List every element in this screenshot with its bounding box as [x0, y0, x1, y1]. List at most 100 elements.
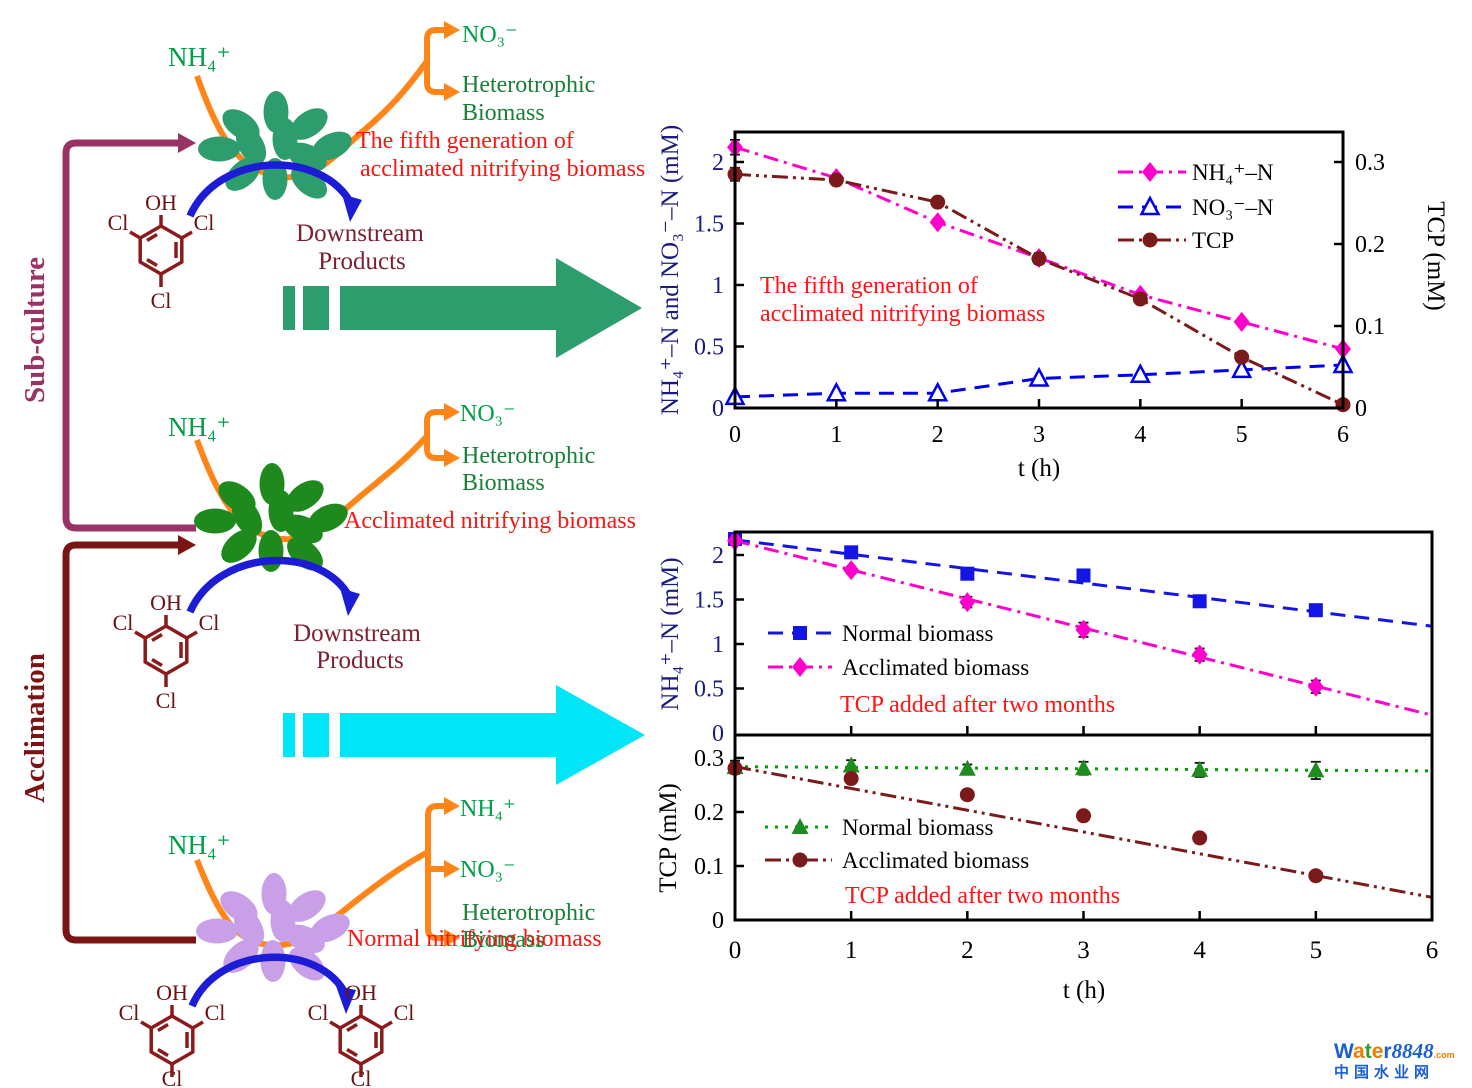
heterotrophic-label-line2: Biomass — [462, 470, 545, 496]
marker-triangle — [1075, 759, 1092, 776]
cl-label: Cl — [351, 1066, 372, 1088]
arrowhead-icon — [444, 797, 460, 815]
substrate-label: NH₄⁺ — [168, 42, 231, 72]
downstream-label-line2: Products — [316, 647, 404, 674]
y-tick-label: 0.2 — [694, 800, 724, 826]
legend-label: Acclimated biomass — [842, 848, 1029, 873]
chart-legend: Normal biomass Acclimated biomass — [765, 815, 1029, 873]
marker-triangle — [1191, 760, 1209, 777]
logo-word: Water — [1334, 1040, 1392, 1063]
y-tick-label: 1 — [712, 273, 724, 299]
y-tick-label: 1 — [712, 632, 724, 658]
x-tick-label: 1 — [845, 937, 858, 964]
y2-axis-title: TCP (mM) — [1422, 201, 1449, 311]
y-tick-label: 1.5 — [694, 588, 724, 614]
heterotrophic-label-line2: Biomass — [462, 100, 545, 126]
marker-triangle-open — [1129, 363, 1151, 384]
y2-tick-label: 0.3 — [1355, 150, 1385, 176]
arrowhead-icon — [444, 21, 460, 39]
x-tick-label: 0 — [729, 422, 741, 448]
marker-triangle — [791, 818, 809, 834]
subculture-progress-arrow — [283, 258, 642, 358]
acclimation-progress-arrow — [283, 685, 645, 785]
downstream-label-line1: Downstream — [293, 620, 421, 647]
cl-label: Cl — [113, 610, 134, 635]
logo-tagline: 中国水业网 — [1334, 1064, 1435, 1082]
y-axis-title: TCP (mM) — [655, 783, 682, 893]
legend-label: Normal biomass — [842, 621, 993, 646]
chart-annotation: acclimated nitrifying biomass — [760, 301, 1045, 327]
marker-circle — [1192, 830, 1208, 846]
marker-diamond — [1142, 162, 1158, 182]
x-tick-label: 2 — [961, 937, 974, 964]
marker-circle — [1132, 291, 1148, 307]
logo-domain-suffix: .com — [1433, 1050, 1455, 1060]
oh-label: OH — [150, 590, 182, 615]
x-tick-label: 3 — [1033, 422, 1045, 448]
cl-label: Cl — [194, 210, 215, 235]
tcp-molecule-labels: OH Cl Cl Cl — [113, 590, 220, 713]
y-tick-label: 0.1 — [694, 854, 724, 880]
water8848-logo: Water8848.com 中国水业网 — [1334, 1040, 1466, 1081]
cl-label: Cl — [151, 288, 172, 313]
arrowhead-icon — [444, 929, 460, 947]
chart-legend: Normal biomass Acclimated biomass — [768, 621, 1029, 680]
marker-square — [793, 626, 807, 640]
chart-fifth-generation: 0 0.5 1 1.5 2 0 0.1 0.2 0.3 0 1 2 3 4 5 6 NH₄⁺–N and NO₃… — [657, 125, 1449, 482]
marker-circle — [1076, 808, 1091, 824]
y-tick-label: 0.5 — [694, 335, 724, 361]
x-axis-title: t (h) — [1018, 455, 1060, 482]
marker-circle — [1234, 349, 1250, 365]
marker-diamond — [929, 212, 946, 233]
marker-square — [1076, 568, 1091, 583]
tcp-molecule-labels: OH Cl Cl Cl — [108, 190, 215, 313]
arrowhead-icon — [336, 986, 356, 1014]
acclimation-arrow — [62, 535, 196, 944]
y-tick-label: 0.3 — [694, 746, 724, 772]
oh-label: OH — [345, 980, 377, 1005]
x-tick-label: 4 — [1134, 422, 1146, 448]
logo-number: 8848 — [1391, 1039, 1434, 1063]
oh-label: OH — [145, 190, 177, 215]
y-tick-label: 2 — [712, 543, 724, 569]
y2-tick-label: 0.1 — [1355, 314, 1385, 340]
marker-circle — [1142, 232, 1158, 248]
marker-triangle — [1307, 761, 1325, 778]
arrowhead-icon — [444, 449, 460, 467]
legend-label: Normal biomass — [842, 815, 993, 840]
nitrate-label: NO₃⁻ — [460, 401, 516, 427]
marker-circle — [1031, 251, 1047, 267]
marker-triangle — [842, 756, 860, 773]
trend-line — [734, 538, 1433, 628]
marker-triangle-open — [1231, 358, 1253, 379]
tcp-molecule — [128, 213, 194, 289]
marker-diamond — [1191, 644, 1208, 665]
section-normal: NH₄⁺ NH₄⁺ NO₃⁻ Heterotrophic Biomass Nor… — [119, 796, 602, 1088]
ammonium-product-label: NH₄⁺ — [460, 796, 516, 822]
cl-label: Cl — [205, 1000, 226, 1025]
marker-diamond — [1307, 676, 1324, 697]
heterotrophic-label-line1: Heterotrophic — [462, 443, 595, 469]
y-tick-label: 1.5 — [694, 212, 724, 238]
x-tick-label: 5 — [1310, 937, 1323, 964]
y-axis-title: NH₄⁺–N (mM) — [657, 557, 684, 710]
arrowhead-icon — [444, 403, 460, 421]
logo-letter: W — [1334, 1040, 1354, 1063]
arrowhead-icon — [444, 860, 460, 878]
cl-label: Cl — [394, 1000, 415, 1025]
nitrate-label: NO₃⁻ — [462, 22, 518, 48]
arrowhead-icon — [340, 588, 360, 616]
cl-label: Cl — [108, 210, 129, 235]
logo-letter: r — [1383, 1040, 1392, 1063]
cl-label: Cl — [162, 1066, 183, 1088]
logo-wordmark: Water8848.com — [1334, 1040, 1466, 1063]
x-tick-label: 6 — [1426, 937, 1439, 964]
tcp-molecule — [133, 613, 199, 689]
x-tick-label: 6 — [1337, 422, 1349, 448]
y-tick-label: 0.5 — [694, 677, 724, 703]
cl-label: Cl — [119, 1000, 140, 1025]
product-bracket — [424, 409, 446, 461]
